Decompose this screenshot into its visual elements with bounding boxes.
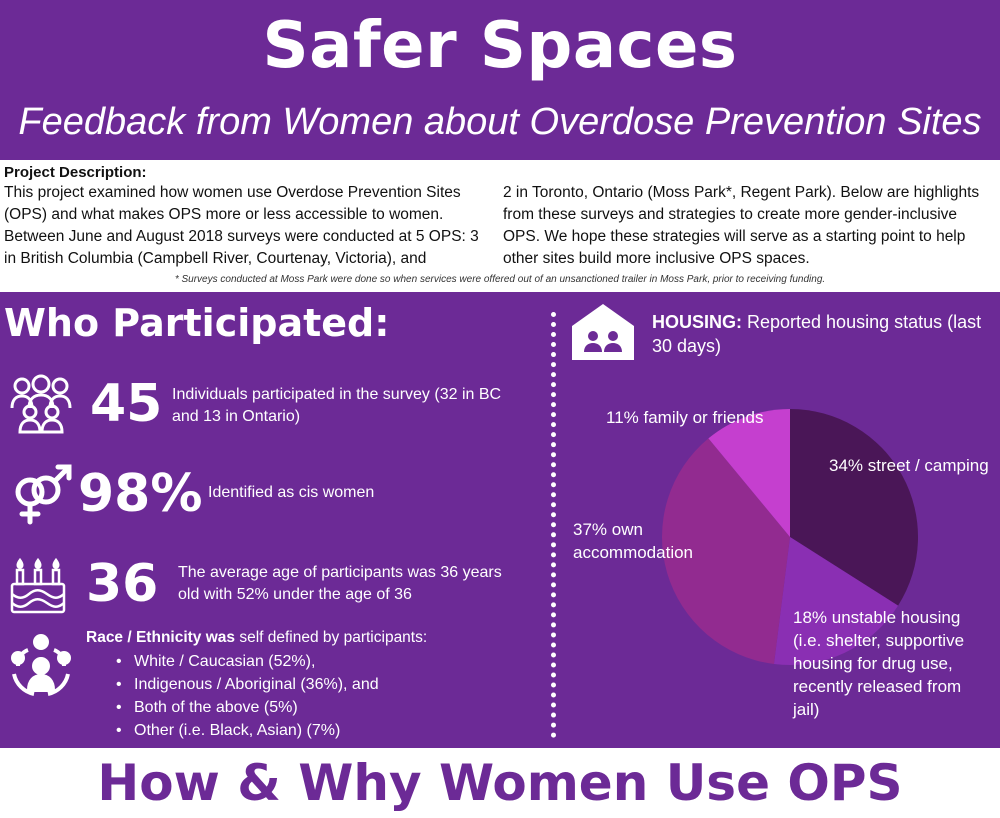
list-item: White / Caucasian (52%), xyxy=(116,650,379,673)
stat-number-average-age: 36 xyxy=(86,554,159,614)
race-heading-bold: Race / Ethnicity was xyxy=(86,629,236,646)
page-subtitle: Feedback from Women about Overdose Preve… xyxy=(18,101,982,143)
page-title: Safer Spaces xyxy=(262,9,738,83)
main-panel: Who Participated: 45 Individuals partici… xyxy=(0,292,1000,748)
footer-title: How & Why Women Use OPS xyxy=(97,754,903,812)
community-circle-icon xyxy=(8,630,74,701)
people-group-icon xyxy=(8,374,74,439)
house-people-icon xyxy=(570,302,636,367)
race-ethnicity-heading: Race / Ethnicity was self defined by par… xyxy=(86,628,526,648)
race-heading-rest: self defined by participants: xyxy=(235,629,428,646)
housing-title-rest: Reported housing status (last 30 days) xyxy=(652,312,982,356)
pie-label-street-camping: 34% street / camping xyxy=(829,456,989,475)
stat-text-cis-women: Identified as cis women xyxy=(208,484,375,501)
description-footnote: * Surveys conducted at Moss Park were do… xyxy=(174,274,826,285)
housing-pie-chart xyxy=(662,409,918,665)
pie-label-family-friends: 11% family or friends xyxy=(606,408,764,427)
gender-symbol-icon xyxy=(6,460,74,531)
who-participated-title: Who Participated: xyxy=(4,301,390,345)
footer-banner: How & Why Women Use OPS xyxy=(0,748,1000,818)
race-ethnicity-list: White / Caucasian (52%), Indigenous / Ab… xyxy=(116,650,379,742)
pie-slice-unstable-housing xyxy=(773,537,899,665)
pie-label-unstable-housing: 18% unstable housing (i.e. shelter, supp… xyxy=(793,608,965,719)
pie-slice-street-camping xyxy=(790,409,918,606)
description-text-right: 2 in Toronto, Ontario (Moss Park*, Regen… xyxy=(503,184,980,267)
description-text-left: This project examined how women use Over… xyxy=(4,184,479,267)
birthday-cake-icon xyxy=(8,554,68,621)
list-item: Indigenous / Aboriginal (36%), and xyxy=(116,673,379,696)
section-divider xyxy=(551,312,556,738)
stat-text-participants: Individuals participated in the survey (… xyxy=(172,386,502,425)
stat-average-age: 36 The average age of participants was 3… xyxy=(0,550,540,620)
stat-number-cis-women: 98% xyxy=(78,464,203,524)
stat-number-participants: 45 xyxy=(90,374,163,434)
stat-participants: 45 Individuals participated in the surve… xyxy=(0,370,540,440)
list-item: Other (i.e. Black, Asian) (7%) xyxy=(116,719,379,742)
pie-label-own-accommodation: 37% own accommodation xyxy=(573,520,694,562)
stat-text-average-age: The average age of participants was 36 y… xyxy=(178,564,502,603)
list-item: Both of the above (5%) xyxy=(116,696,379,719)
description-heading: Project Description: xyxy=(4,164,147,181)
pie-slice-family-friends xyxy=(708,409,790,537)
stat-cis-women: 98% Identified as cis women xyxy=(0,460,540,530)
pie-slice-own-accommodation xyxy=(662,438,790,664)
housing-title-bold: HOUSING: xyxy=(652,312,742,332)
project-description: Project Description: This project examin… xyxy=(0,160,1000,292)
housing-title: HOUSING: Reported housing status (last 3… xyxy=(652,310,992,358)
header-banner: Safer Spaces Feedback from Women about O… xyxy=(0,0,1000,160)
